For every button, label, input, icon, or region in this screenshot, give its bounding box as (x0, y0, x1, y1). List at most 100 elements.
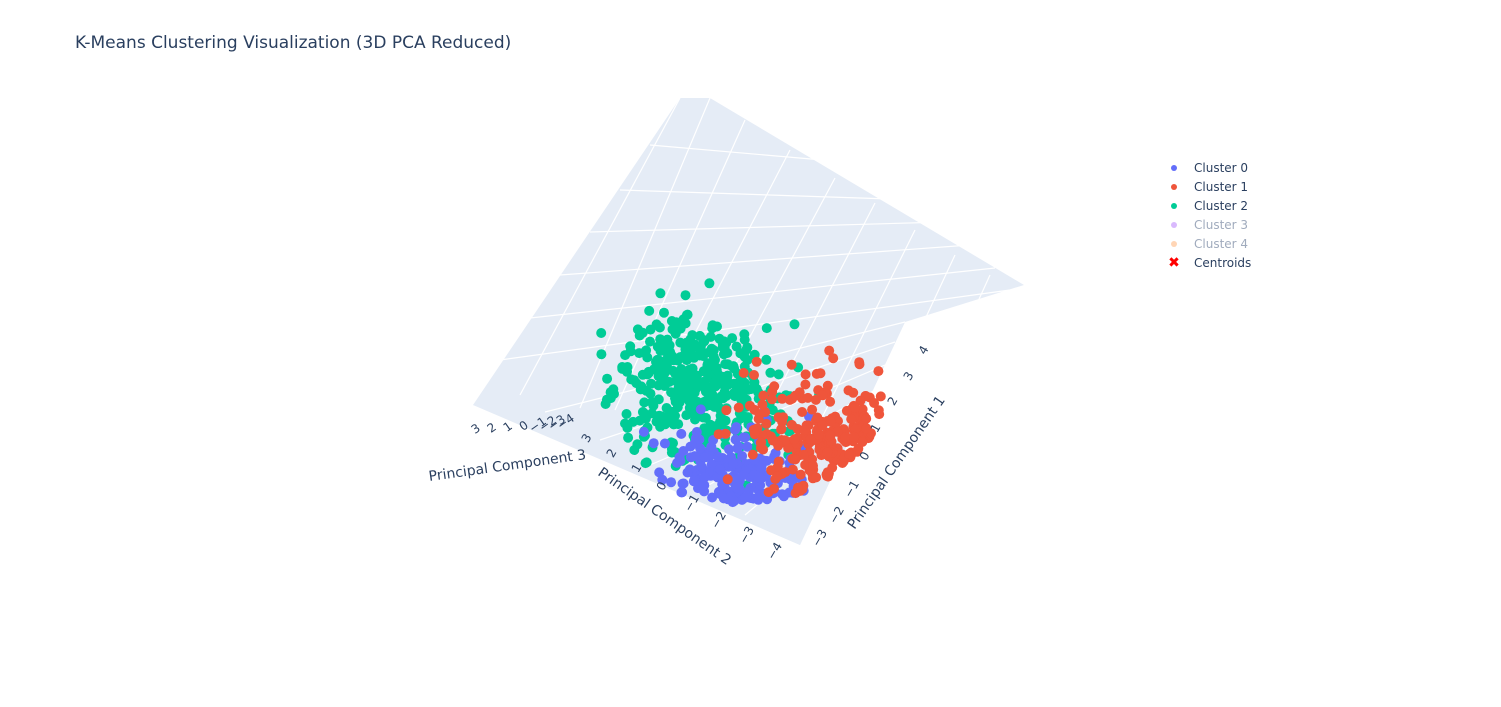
data-point (729, 496, 740, 506)
data-point (822, 447, 833, 458)
data-point (677, 351, 688, 362)
data-point (682, 467, 693, 478)
pc1-tick-label: −1 (841, 478, 862, 500)
data-point (716, 391, 727, 402)
data-point (769, 381, 780, 392)
pc2-tick-label: −4 (764, 540, 785, 562)
gridline (529, 267, 996, 319)
legend-item-cluster-0[interactable]: Cluster 0 (1160, 158, 1251, 177)
data-point (645, 324, 656, 335)
data-point (635, 384, 646, 395)
data-point (654, 322, 665, 333)
dot-marker-icon (1160, 183, 1188, 190)
gridline (519, 97, 681, 396)
data-point (715, 464, 725, 475)
legend-item-cluster-2[interactable]: Cluster 2 (1160, 196, 1251, 215)
legend-item-centroids[interactable]: ✖ Centroids (1160, 253, 1251, 272)
data-point (652, 341, 663, 352)
data-point (817, 420, 828, 431)
legend-label: Cluster 2 (1194, 198, 1249, 213)
data-point (724, 444, 734, 455)
data-point (677, 478, 688, 489)
data-point (622, 366, 632, 377)
data-point (873, 405, 884, 416)
data-point (787, 464, 798, 475)
data-point (767, 405, 778, 416)
data-point (648, 438, 659, 449)
data-point (697, 480, 708, 491)
data-point (664, 340, 675, 351)
data-point (713, 451, 724, 462)
data-point (706, 343, 717, 354)
pc3-tick-label: 2 (485, 420, 499, 436)
data-point (699, 472, 710, 483)
data-point (655, 288, 666, 299)
data-point (646, 378, 657, 389)
data-point (713, 429, 724, 440)
data-point (690, 414, 700, 425)
data-point (707, 492, 718, 503)
data-point (729, 391, 740, 402)
data-point (753, 494, 764, 505)
data-point (659, 438, 670, 449)
dot-marker-icon (1160, 221, 1188, 228)
data-point (676, 428, 687, 439)
gridline (614, 119, 746, 411)
data-point (707, 382, 718, 393)
data-point (761, 354, 772, 365)
data-point (687, 389, 698, 400)
data-point (798, 449, 809, 460)
gridline (619, 189, 921, 201)
data-point (854, 359, 865, 370)
data-point (674, 381, 685, 392)
data-point (680, 290, 691, 301)
data-point (739, 469, 750, 480)
legend: Cluster 0 Cluster 1 Cluster 2 Cluster 3 Clus… (1160, 158, 1251, 272)
data-point (765, 367, 776, 378)
data-point (797, 407, 808, 417)
data-point (731, 482, 742, 493)
data-point (826, 416, 836, 427)
data-point (687, 363, 698, 374)
legend-item-cluster-1[interactable]: Cluster 1 (1160, 177, 1251, 196)
data-point (739, 329, 750, 340)
legend-item-cluster-4[interactable]: Cluster 4 (1160, 234, 1251, 253)
data-point (670, 418, 681, 429)
data-point (767, 435, 778, 446)
data-point (721, 405, 732, 416)
pc2-tick-label: −3 (736, 524, 757, 546)
gridline (889, 274, 991, 496)
gridline (499, 289, 1011, 361)
data-point (848, 387, 859, 398)
data-point (815, 368, 826, 379)
data-point (738, 368, 749, 378)
legend-label: Cluster 3 (1194, 217, 1249, 232)
data-point (841, 405, 852, 416)
data-point (707, 320, 718, 331)
data-point (825, 396, 836, 407)
data-point (761, 323, 772, 334)
data-point (800, 459, 811, 470)
data-point (789, 434, 800, 445)
data-point (805, 434, 816, 445)
chart-title: K-Means Clustering Visualization (3D PCA… (75, 33, 512, 53)
data-point (667, 324, 678, 335)
data-point (779, 435, 790, 446)
data-point (652, 358, 663, 368)
data-point (795, 469, 806, 480)
data-point (645, 336, 655, 347)
data-point (688, 476, 699, 487)
legend-item-cluster-3[interactable]: Cluster 3 (1160, 215, 1251, 234)
data-point (639, 397, 650, 408)
data-point (875, 391, 886, 402)
pc3-axis-title: Principal Component 3 (428, 447, 587, 485)
data-point (704, 278, 715, 289)
data-point (790, 390, 801, 401)
data-point (800, 379, 811, 390)
data-point (695, 443, 706, 454)
data-point (728, 459, 739, 470)
data-point (813, 429, 824, 440)
data-point (786, 419, 797, 430)
data-point (738, 432, 749, 443)
